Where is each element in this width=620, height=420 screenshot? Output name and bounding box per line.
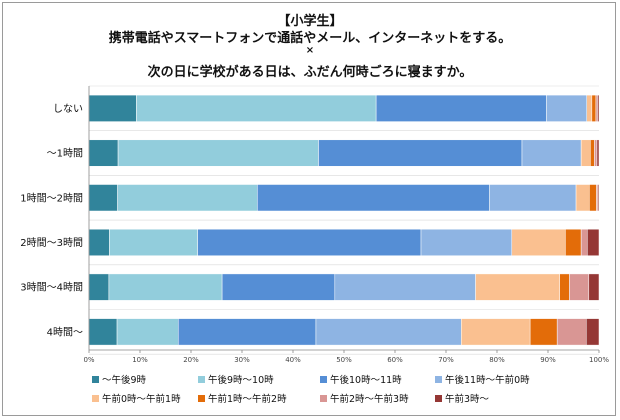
legend-swatch [92, 395, 99, 402]
bar-segment [529, 318, 558, 346]
x-tick-label: 30% [234, 356, 250, 364]
legend-swatch [198, 395, 205, 402]
bar-segment [178, 318, 317, 346]
legend-swatch [92, 376, 99, 383]
bar-segment [586, 94, 593, 122]
legend-label: ～午後9時 [102, 374, 147, 386]
bar-segment [88, 139, 119, 167]
bar-segment [546, 94, 588, 122]
x-tick-label: 80% [489, 356, 505, 364]
bar-segment [109, 228, 198, 256]
bar-segment [511, 228, 566, 256]
bar-segment [597, 184, 600, 212]
bar-segment [569, 273, 590, 301]
bar-segment [559, 273, 570, 301]
legend-swatch [320, 376, 327, 383]
bar-segment [88, 318, 118, 346]
bar-segment [88, 273, 110, 301]
bar-segment [375, 94, 547, 122]
x-tick-label: 90% [540, 356, 556, 364]
bar-segment [589, 184, 597, 212]
legend-label: 午後11時～午前0時 [445, 374, 530, 386]
bar-segment [88, 228, 110, 256]
bar-segment [565, 228, 582, 256]
bar-segment [461, 318, 531, 346]
legend-label: 午後10時～11時 [330, 374, 402, 386]
legend-label: 午前0時～午前1時 [102, 393, 181, 405]
category-label: ～1時間 [47, 148, 83, 160]
legend-label: 午前3時～ [445, 393, 490, 405]
chart-title-line-3: × [305, 45, 315, 56]
bar-segment [117, 139, 319, 167]
bar-segment [116, 318, 179, 346]
bar-segment [88, 94, 137, 122]
bar-segment [489, 184, 577, 212]
legend-swatch [435, 376, 442, 383]
category-label: しない [53, 103, 83, 115]
legend-label: 午前2時～午前3時 [330, 393, 409, 405]
bar-segment [334, 273, 476, 301]
bar-segment [136, 94, 377, 122]
bar-segment [257, 184, 490, 212]
x-tick-label: 60% [387, 356, 403, 364]
bar-segment [587, 228, 600, 256]
legend-swatch [435, 395, 442, 402]
chart-title-line-2: 携帯電話やスマートフォンで通話やメール、インターネットをする。 [108, 31, 512, 46]
x-tick-label: 70% [438, 356, 454, 364]
legend-swatch [320, 395, 327, 402]
bar-segment [420, 228, 513, 256]
bar-segment [591, 94, 597, 122]
bar-segment [575, 184, 590, 212]
bar-segment [108, 273, 223, 301]
x-tick-label: 100% [589, 356, 609, 364]
bar-segment [597, 94, 600, 122]
bar-segment [590, 139, 595, 167]
bar-segment [88, 184, 118, 212]
bar-segment [580, 139, 591, 167]
bar-segment [556, 318, 587, 346]
category-label: 3時間～4時間 [20, 282, 83, 294]
bar-segment [221, 273, 336, 301]
plot-area: しない ～1時間 1時間～2時間 2時間～3時間 3時間～4時間 4時間～ 0% 10% 20%… [20, 85, 609, 364]
bar-segment [117, 184, 258, 212]
bar-segment [596, 139, 600, 167]
bar-segment [594, 139, 598, 167]
legend: ～午後9時 午後9時～10時 午後10時～11時 午後11時～午前0時午前0時～午前1… [92, 374, 530, 405]
legend-swatch [198, 376, 205, 383]
bar-segment [588, 273, 600, 301]
bar-segment [521, 139, 582, 167]
bar-segment [580, 228, 588, 256]
bar-segment [586, 318, 600, 346]
category-label: 2時間～3時間 [20, 237, 83, 249]
bar-segment [318, 139, 523, 167]
category-label: 1時間～2時間 [20, 192, 83, 204]
legend-label: 午前1時～午前2時 [208, 393, 287, 405]
bar-segment [197, 228, 422, 256]
category-label: 4時間～ [47, 326, 83, 338]
x-tick-label: 10% [132, 356, 148, 364]
x-tick-label: 0% [83, 356, 94, 364]
x-tick-label: 20% [183, 356, 199, 364]
x-tick-label: 50% [336, 356, 352, 364]
x-tick-label: 40% [285, 356, 301, 364]
legend-label: 午後9時～10時 [208, 374, 274, 386]
chart-title-line-1: 【小学生】 [277, 14, 343, 29]
bar-segment [315, 318, 462, 346]
chart-title-line-4: 次の日に学校がある日は、ふだん何時ごろに寝ますか。 [147, 65, 473, 80]
bar-segment [475, 273, 560, 301]
